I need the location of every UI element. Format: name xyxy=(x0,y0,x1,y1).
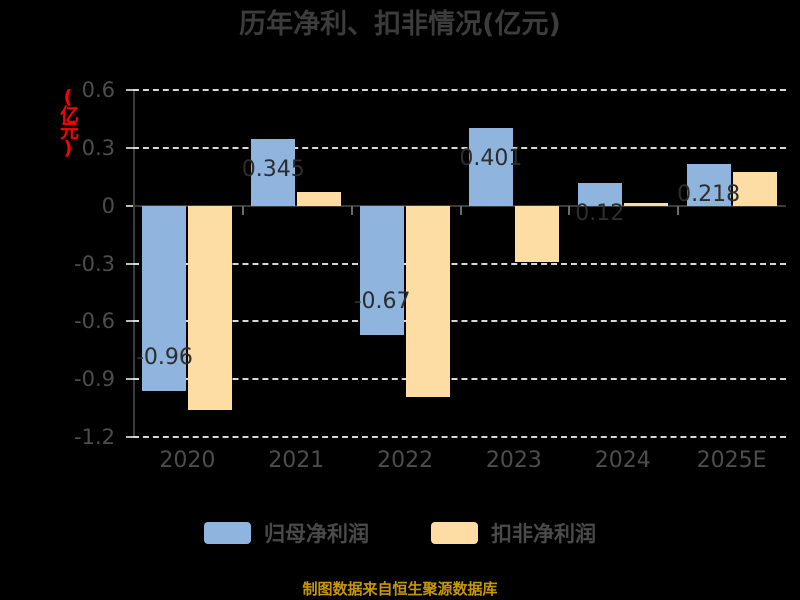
bar-gui-mu-2022[interactable] xyxy=(360,205,405,335)
legend-swatch-blue xyxy=(204,522,251,544)
bar-value-label-2022: -0.67 xyxy=(353,288,411,314)
plot-area: -0.96 0.345 -0.67 0.401 0.12 0.218 xyxy=(126,89,786,438)
bar-kou-fei-2024[interactable] xyxy=(623,202,668,206)
x-tick-mark xyxy=(350,205,353,215)
bar-gui-mu-2024[interactable] xyxy=(577,182,622,206)
x-tick-label-2025E: 2025E xyxy=(696,448,767,473)
bar-kou-fei-2023[interactable] xyxy=(514,205,559,262)
bar-value-label-2020: -0.96 xyxy=(135,344,193,370)
bar-value-label-2025E: 0.218 xyxy=(677,181,741,207)
x-tick-mark xyxy=(459,205,462,215)
y-tick-label: 0.6 xyxy=(81,78,115,102)
legend-label-kou-fei: 扣非净利润 xyxy=(491,522,596,546)
gridline xyxy=(133,146,786,149)
bar-gui-mu-2020[interactable] xyxy=(142,205,187,391)
y-tick-mark xyxy=(126,204,133,207)
y-tick-mark xyxy=(126,320,133,323)
bar-gui-mu-2025E[interactable] xyxy=(686,163,731,206)
y-tick-mark xyxy=(126,378,133,381)
gridline xyxy=(133,89,786,91)
y-tick-label: -0.6 xyxy=(74,309,115,334)
y-tick-mark xyxy=(126,89,133,91)
legend-swatch-orange xyxy=(431,522,478,544)
legend-item-gui-mu[interactable]: 归母净利润 xyxy=(204,518,369,548)
x-tick-label-2023: 2023 xyxy=(485,448,542,473)
gridline xyxy=(133,320,786,323)
x-tick-mark xyxy=(568,205,571,215)
legend-item-kou-fei[interactable]: 扣非净利润 xyxy=(431,518,596,548)
bar-kou-fei-2022[interactable] xyxy=(406,205,451,397)
gridline xyxy=(133,262,786,265)
legend-label-gui-mu: 归母净利润 xyxy=(264,522,369,546)
gridline xyxy=(133,378,786,381)
bar-kou-fei-2020[interactable] xyxy=(188,205,233,410)
y-tick-mark xyxy=(126,262,133,265)
x-tick-mark xyxy=(677,205,680,215)
bar-gui-mu-2023[interactable] xyxy=(468,128,513,206)
y-tick-label: -0.3 xyxy=(74,251,115,276)
gridline xyxy=(133,436,786,438)
x-tick-mark xyxy=(241,205,244,215)
x-tick-label-2020: 2020 xyxy=(159,448,216,473)
y-tick-label: -1.2 xyxy=(74,425,115,449)
y-tick-label: -0.9 xyxy=(74,367,115,392)
bar-kou-fei-2025E[interactable] xyxy=(732,171,777,206)
y-axis-unit-label: (亿元) xyxy=(57,86,79,156)
x-tick-label-2021: 2021 xyxy=(268,448,325,473)
x-tick-label-2022: 2022 xyxy=(377,448,434,473)
y-tick-mark xyxy=(126,146,133,149)
footer-source-note: 制图数据来自恒生聚源数据库 xyxy=(302,580,498,598)
y-tick-label: 0 xyxy=(101,193,115,218)
y-axis-tick-labels: 0.6 0.3 0 -0.3 -0.6 -0.9 -1.2 xyxy=(0,78,126,449)
bar-gui-mu-2021[interactable] xyxy=(251,139,296,206)
bar-kou-fei-2021[interactable] xyxy=(297,192,342,206)
bar-value-label-2023: 0.401 xyxy=(459,146,523,172)
x-tick-label-2024: 2024 xyxy=(594,448,651,473)
chart-title: 历年净利、扣非情况(亿元) xyxy=(239,9,561,40)
chart-legend: 归母净利润 扣非净利润 xyxy=(0,518,800,548)
bar-value-label-2021: 0.345 xyxy=(241,157,305,183)
y-tick-label: 0.3 xyxy=(81,135,115,160)
x-axis-tick-labels: 2020 2021 2022 2023 2024 2025E xyxy=(133,448,786,478)
bar-value-label-2024: 0.12 xyxy=(575,200,625,226)
y-tick-mark xyxy=(126,436,133,438)
